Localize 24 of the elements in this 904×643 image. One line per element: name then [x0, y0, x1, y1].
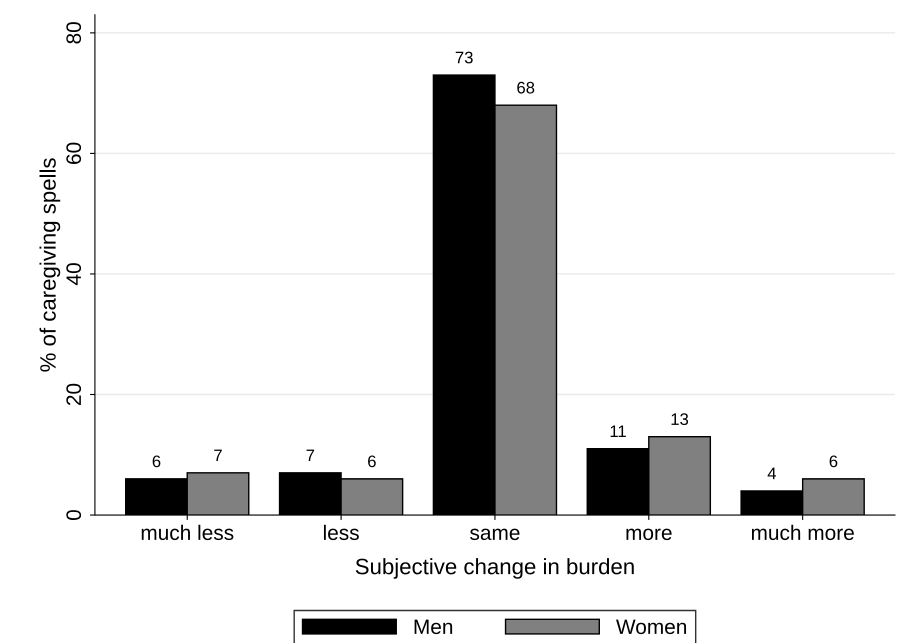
y-axis-title: % of caregiving spells — [40, 158, 60, 372]
legend-label: Women — [616, 620, 686, 634]
data-label: 11 — [610, 425, 626, 437]
y-tick-label: 0 — [66, 510, 82, 520]
data-label: 6 — [830, 455, 838, 468]
x-tick-label: less — [324, 524, 359, 540]
data-label: 73 — [456, 52, 473, 64]
x-tick-label: more — [626, 528, 672, 540]
data-label: 4 — [768, 468, 776, 480]
y-tick-label: 40 — [66, 263, 82, 286]
legend-label: Men — [414, 620, 452, 634]
x-tick-label: much less — [142, 524, 234, 540]
x-tick-label: much more — [752, 524, 854, 540]
data-label: 7 — [214, 450, 222, 462]
data-label: 13 — [672, 413, 688, 426]
data-label: 6 — [368, 455, 376, 468]
y-tick-label: 60 — [66, 142, 82, 164]
y-tick-label: 80 — [66, 22, 82, 44]
data-label: 6 — [152, 455, 160, 468]
data-label: 7 — [306, 450, 314, 462]
x-tick-label: same — [470, 528, 520, 540]
data-label: 68 — [517, 82, 534, 94]
x-axis-title: Subjective change in burden — [356, 558, 634, 579]
y-tick-label: 20 — [66, 384, 82, 406]
